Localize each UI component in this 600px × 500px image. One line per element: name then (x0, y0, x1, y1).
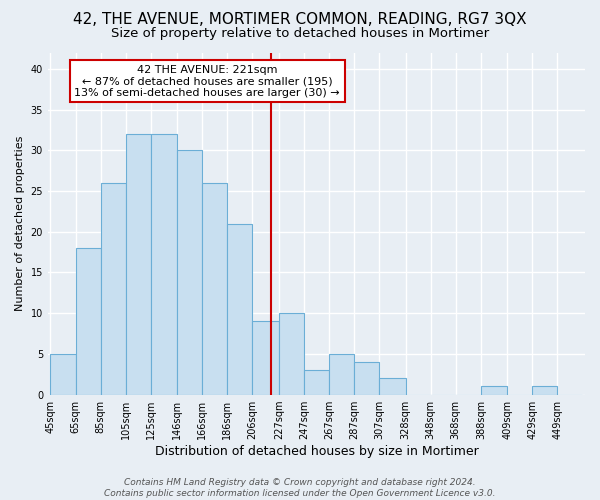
Bar (227, 224, 253, 394)
Bar (253, 322, 279, 394)
Bar (202, 183, 227, 394)
Bar (76, 248, 101, 394)
Text: 42 THE AVENUE: 221sqm
← 87% of detached houses are smaller (195)
13% of semi-det: 42 THE AVENUE: 221sqm ← 87% of detached … (74, 64, 340, 98)
Bar (379, 378, 406, 394)
Bar (279, 313, 304, 394)
X-axis label: Distribution of detached houses by size in Mortimer: Distribution of detached houses by size … (155, 444, 478, 458)
Bar (354, 362, 379, 394)
Text: 42, THE AVENUE, MORTIMER COMMON, READING, RG7 3QX: 42, THE AVENUE, MORTIMER COMMON, READING… (73, 12, 527, 28)
Bar (151, 134, 177, 394)
Bar (329, 354, 354, 395)
Y-axis label: Number of detached properties: Number of detached properties (15, 136, 25, 311)
Bar (304, 370, 329, 394)
Text: Contains HM Land Registry data © Crown copyright and database right 2024.
Contai: Contains HM Land Registry data © Crown c… (104, 478, 496, 498)
Bar (126, 134, 151, 394)
Text: Size of property relative to detached houses in Mortimer: Size of property relative to detached ho… (111, 28, 489, 40)
Bar (532, 386, 557, 394)
Bar (481, 386, 507, 394)
Bar (177, 150, 202, 394)
Bar (101, 183, 126, 394)
Bar (50, 354, 76, 395)
